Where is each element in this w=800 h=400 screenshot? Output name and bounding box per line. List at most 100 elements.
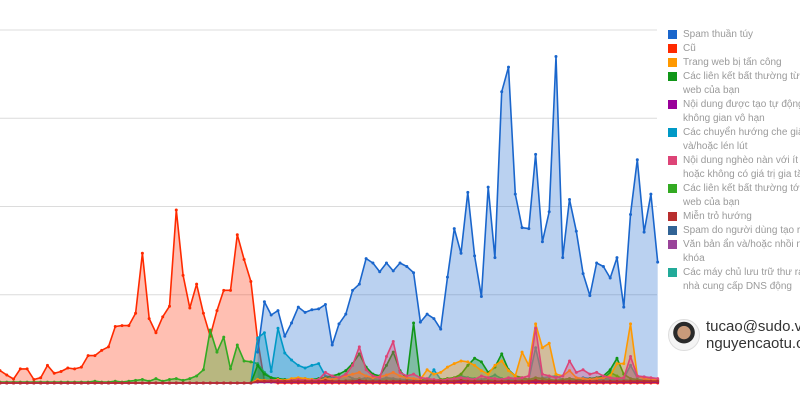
series-5-point: [459, 359, 463, 363]
series-8-point: [25, 381, 29, 385]
series-1-point: [384, 261, 388, 265]
series-1-point: [310, 308, 314, 312]
series-4-point: [479, 360, 483, 364]
series-1-point: [317, 307, 321, 311]
author-badge: tucao@sudo.v nguyencaotu.c: [668, 318, 800, 352]
series-1-point: [601, 265, 605, 269]
series-8-point: [113, 381, 117, 385]
series-8-area: [0, 380, 658, 383]
series-8-point: [59, 381, 63, 385]
series-0-point: [113, 325, 117, 329]
series-2-point: [615, 374, 619, 378]
series-3-point: [290, 358, 294, 362]
legend-item[interactable]: Miễn trỏ hướng: [668, 210, 800, 224]
series-3-point: [432, 368, 436, 372]
series-2-point: [208, 328, 212, 332]
series-1-point: [540, 240, 544, 244]
legend-item[interactable]: Spam do người dùng tạo ra: [668, 224, 800, 238]
legend-label: web của bạn: [683, 197, 740, 208]
series-8-point: [459, 378, 463, 382]
series-3-point: [256, 336, 260, 340]
series-1-point: [656, 260, 660, 264]
legend-label: Spam thuần túy: [683, 29, 754, 40]
series-1-point: [378, 270, 382, 274]
series-5-point: [479, 369, 483, 373]
series-1-point: [500, 90, 504, 94]
series-6-point: [371, 374, 375, 378]
series-5-point: [384, 373, 388, 377]
series-8-point: [398, 379, 402, 383]
series-5-point: [540, 346, 544, 350]
series-6-point: [642, 375, 646, 379]
series-8-point: [507, 379, 510, 383]
series-6-point: [452, 377, 456, 381]
series-0-point: [73, 367, 77, 371]
author-website: nguyencaotu.c: [706, 335, 800, 352]
series-4-point: [540, 377, 544, 381]
legend-item[interactable]: Các liên kết bất thường từ tr web của bạn: [668, 70, 800, 98]
legend-item[interactable]: Các máy chủ lưu trữ thư rác nhà cung cấp …: [668, 266, 800, 294]
legend-item[interactable]: Các liên kết bất thường tới t web của bạn: [668, 182, 800, 210]
series-6-point: [398, 370, 402, 374]
series-8-point: [168, 381, 171, 385]
series-0-point: [168, 304, 171, 308]
series-4-point: [344, 369, 348, 373]
series-0-point: [215, 309, 219, 313]
series-2-point: [249, 360, 253, 364]
series-1-point: [412, 271, 416, 275]
series-1-point: [357, 282, 361, 286]
legend-label: web của bạn: [683, 85, 740, 96]
series-8-point: [120, 381, 124, 385]
series-2-point: [242, 359, 246, 363]
series-0-point: [249, 280, 253, 284]
legend-item[interactable]: Văn bản ẩn và/hoặc nhồi nh khóa: [668, 238, 800, 266]
series-6-point: [466, 377, 470, 381]
series-4-point: [262, 372, 266, 376]
series-8-point: [310, 379, 314, 383]
series-8-point: [290, 379, 294, 383]
legend-item[interactable]: Trang web bị tấn công: [668, 56, 800, 70]
series-6-point: [323, 370, 327, 374]
series-8-point: [161, 381, 165, 385]
series-6-point: [351, 363, 355, 367]
series-6-point: [601, 374, 605, 378]
legend-swatch: [668, 226, 677, 235]
series-4-point: [256, 363, 260, 367]
avatar: [668, 319, 700, 351]
legend-swatch: [668, 30, 677, 39]
legend-label: Văn bản ẩn và/hoặc nhồi nh: [683, 239, 800, 250]
series-8-point: [568, 379, 572, 383]
series-1-point: [588, 294, 592, 298]
series-8-point: [371, 379, 375, 383]
legend-item[interactable]: Spam thuần túy: [668, 28, 800, 42]
legend-label: và/hoặc lén lút: [683, 141, 748, 152]
series-4-point: [568, 377, 572, 381]
legend-item[interactable]: Nội dung nghèo nàn với ít g hoặc không có…: [668, 154, 800, 182]
series-1-point: [513, 192, 517, 196]
series-1-point: [554, 54, 558, 58]
series-6-point: [568, 359, 572, 363]
series-0-point: [229, 288, 233, 292]
series-8-point: [547, 379, 551, 383]
series-8-point: [18, 381, 22, 385]
series-2-point: [222, 335, 226, 339]
series-0-point: [147, 317, 151, 321]
series-6-point: [595, 370, 599, 374]
series-8-point: [256, 379, 260, 383]
legend-item[interactable]: Cũ: [668, 42, 800, 56]
series-8-point: [86, 381, 90, 385]
series-1-point: [473, 254, 477, 258]
series-8-point: [283, 379, 287, 383]
series-8-point: [642, 379, 646, 383]
series-0-point: [86, 354, 90, 358]
series-6-point: [540, 372, 544, 376]
series-4-point: [534, 376, 538, 380]
series-8-point: [649, 379, 653, 383]
legend-item[interactable]: Nội dung được tạo tự động không gian vô h…: [668, 98, 800, 126]
legend-label: Trang web bị tấn công: [683, 57, 782, 68]
series-1-point: [520, 226, 524, 230]
legend-item[interactable]: Các chuyển hướng che giấu và/hoặc lén lút: [668, 126, 800, 154]
series-1-point: [574, 229, 578, 233]
series-4-point: [473, 356, 477, 360]
series-6-point: [337, 376, 341, 380]
